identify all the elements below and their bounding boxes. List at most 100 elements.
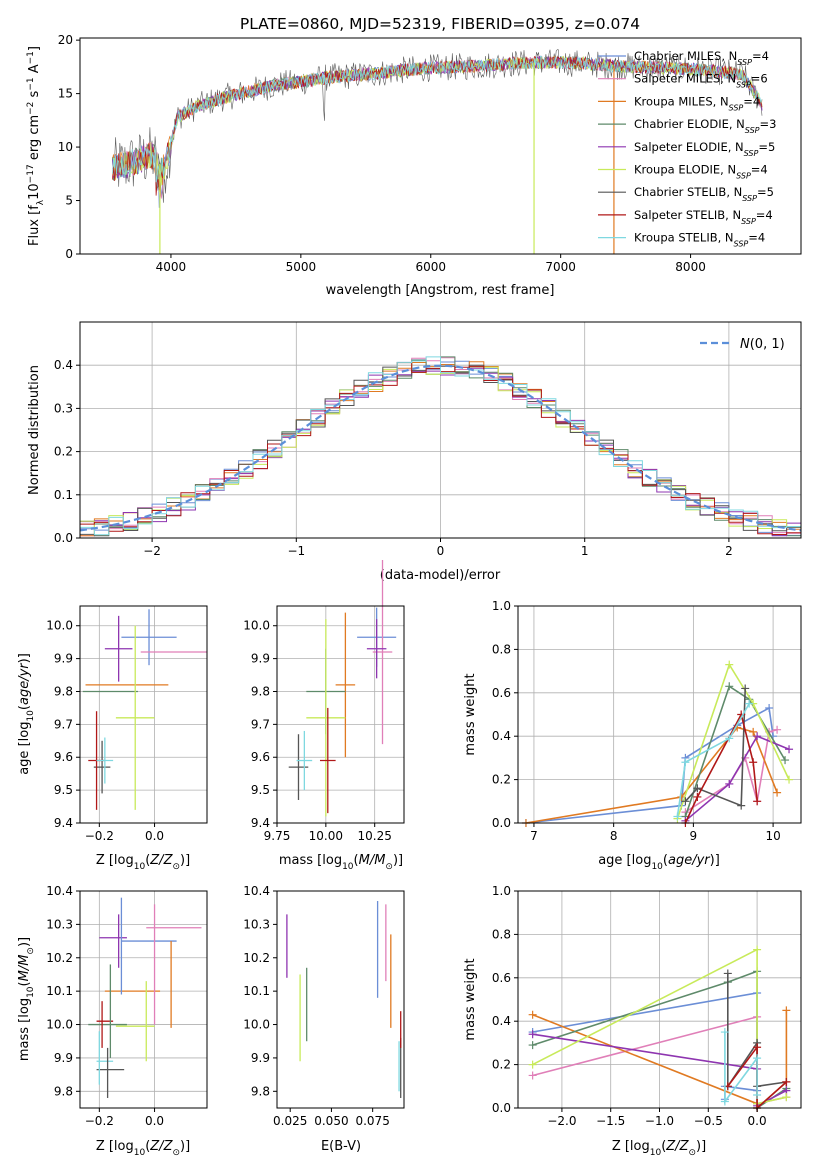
y-tick-label: 10.1: [46, 984, 73, 998]
legend-label: Chabrier STELIB, NSSP=5: [634, 185, 774, 203]
plot-area: [82, 609, 207, 810]
legend-label: N(0, 1): [740, 337, 785, 352]
legend-label: Kroupa MILES, NSSP=4: [634, 94, 760, 112]
x-tick-label: 8000: [675, 260, 706, 274]
legend-label: Kroupa ELODIE, NSSP=4: [634, 163, 768, 181]
y-tick-label: 10.0: [46, 1018, 73, 1032]
weight-series-line: [676, 703, 750, 817]
y-axis-label: Flux [fλ10−17 erg cm−2 s−1 A−1]: [26, 46, 46, 246]
weight-point-marker: [753, 945, 762, 954]
plot-area: [528, 945, 791, 1112]
x-tick-label: 5000: [286, 260, 317, 274]
legend-label: Salpeter ELODIE, NSSP=5: [634, 140, 775, 158]
age-vs-mass-panel: 9.75 10.00 10.25 9.4 9.5 9.6 9.7 9.8 9.9 10.0 mass…: [243, 559, 405, 872]
weight-point-marker: [681, 758, 690, 767]
x-tick-label: −0.2: [85, 1114, 114, 1128]
y-tick-label: 0.4: [492, 729, 511, 743]
y-tick-label: 9.8: [54, 1084, 73, 1098]
y-tick-label: 0.6: [492, 971, 511, 985]
weight-point-marker: [693, 792, 702, 801]
plot-area: [286, 901, 402, 1098]
x-axis-label: mass [log10(M/M⊙)]: [279, 853, 403, 872]
x-tick-label: 0.050: [314, 1114, 348, 1128]
mass-vs-extinction-panel: 0.025 0.050 0.075 9.8 9.9 10.0 10.1 10.2 10.3 10.…: [243, 884, 405, 1154]
mass-weight-vs-age-panel: 7 8 9 10 0.0 0.2 0.4 0.6 0.8 1.0 mass weight age [l…: [463, 599, 802, 872]
axes-frame: [276, 605, 405, 824]
y-axis-label: Normed distribution: [27, 365, 42, 495]
weight-series-line: [724, 1032, 758, 1104]
plot-area: [288, 559, 397, 817]
y-tick-label: 9.9: [54, 1051, 73, 1065]
weight-point-marker: [720, 1028, 729, 1037]
y-tick-label: 9.6: [251, 750, 270, 764]
y-tick-label: 10.4: [243, 884, 270, 898]
weight-point-marker: [753, 1090, 762, 1099]
y-tick-label: 0.8: [492, 927, 511, 941]
y-tick-label: 1.0: [492, 599, 511, 613]
y-tick-label: 9.4: [251, 816, 270, 830]
x-tick-label: 9: [690, 829, 698, 843]
weight-point-marker: [782, 1093, 791, 1102]
weight-point-marker: [753, 732, 762, 741]
weight-point-marker: [725, 660, 734, 669]
x-axis-label: E(B-V): [321, 1139, 361, 1154]
weight-point-marker: [737, 801, 746, 810]
legend-label: Chabrier MILES, NSSP=4: [634, 49, 769, 67]
weight-point-marker: [528, 1041, 537, 1050]
weight-point-marker: [725, 682, 734, 691]
age-vs-metallicity-panel: −0.2 0.0 9.4 9.5 9.6 9.7 9.8 9.9 10.0 Z [log10(Z/…: [17, 605, 208, 872]
weight-point-marker: [725, 734, 734, 743]
y-tick-label: 10.3: [46, 917, 73, 931]
y-tick-label: 10.2: [243, 951, 270, 965]
x-tick-label: −2: [143, 544, 161, 558]
y-tick-label: 9.5: [54, 783, 73, 797]
x-axis-label: (data-model)/error: [380, 568, 501, 583]
weight-series-line: [532, 948, 787, 1105]
weight-point-marker: [693, 784, 702, 793]
y-tick-label: 1.0: [492, 884, 511, 898]
y-tick-label: 10.3: [243, 917, 270, 931]
y-tick-label: 0.0: [492, 1101, 511, 1115]
weight-point-marker: [673, 812, 682, 821]
y-tick-label: 10.0: [46, 619, 73, 633]
y-tick-label: 9.8: [251, 1084, 270, 1098]
weight-point-marker: [681, 797, 690, 806]
y-tick-label: 9.9: [251, 652, 270, 666]
y-axis-label: mass [log10(M/M⊙)]: [17, 937, 36, 1061]
y-tick-label: 5: [65, 194, 73, 208]
y-tick-label: 9.9: [54, 652, 73, 666]
weight-point-marker: [765, 703, 774, 712]
y-tick-label: 0.6: [492, 686, 511, 700]
y-axis-label: age [log10(age/yr)]: [17, 653, 36, 775]
weight-point-marker: [781, 756, 790, 765]
weight-point-marker: [785, 745, 794, 754]
y-tick-label: 10.1: [243, 984, 270, 998]
y-tick-label: 10: [58, 140, 73, 154]
y-tick-label: 0.4: [492, 1014, 511, 1028]
y-tick-label: 9.8: [54, 684, 73, 698]
x-tick-label: −1.0: [645, 1114, 674, 1128]
y-tick-label: 10.0: [243, 1018, 270, 1032]
x-tick-label: 4000: [156, 260, 187, 274]
axes-frame: [517, 890, 802, 1109]
legend-label: Kroupa STELIB, NSSP=4: [634, 231, 765, 249]
y-tick-label: 0.8: [492, 642, 511, 656]
x-axis-label: age [log10(age/yr)]: [598, 853, 720, 872]
y-tick-label: 0.3: [54, 401, 73, 415]
legend-label: Salpeter STELIB, NSSP=4: [634, 208, 773, 226]
x-tick-label: −1: [287, 544, 305, 558]
weight-point-marker: [745, 699, 754, 708]
mass-vs-metallicity-panel: −0.2 0.0 9.8 9.9 10.0 10.1 10.2 10.3 10.4 Z [log1…: [17, 884, 208, 1158]
axes-frame: [517, 605, 802, 824]
legend-label: Chabrier ELODIE, NSSP=3: [634, 117, 776, 135]
weight-point-marker: [741, 684, 750, 693]
y-tick-label: 9.7: [54, 717, 73, 731]
weight-point-marker: [528, 1030, 537, 1039]
weight-point-marker: [725, 779, 734, 788]
x-tick-label: 0.0: [145, 1114, 164, 1128]
x-tick-label: 7000: [545, 260, 576, 274]
spectrum-series-line: [112, 55, 763, 183]
x-tick-label: 0.025: [273, 1114, 307, 1128]
legend-label: Salpeter MILES, NSSP=6: [634, 72, 768, 90]
